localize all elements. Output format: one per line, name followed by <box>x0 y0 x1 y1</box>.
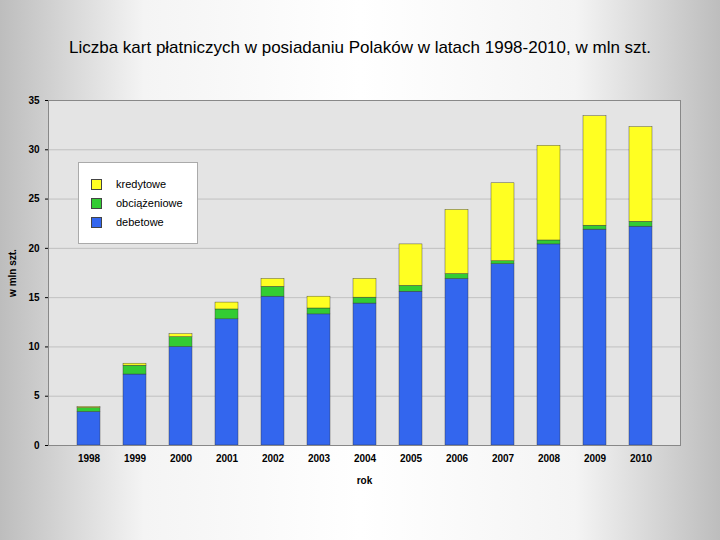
svg-text:30: 30 <box>28 144 40 155</box>
svg-text:2003: 2003 <box>308 453 331 464</box>
svg-text:2010: 2010 <box>630 453 653 464</box>
svg-text:35: 35 <box>28 95 40 106</box>
svg-text:2001: 2001 <box>216 453 239 464</box>
svg-text:25: 25 <box>28 193 40 204</box>
svg-text:10: 10 <box>28 341 40 352</box>
html-text:debetowe: debetowe <box>116 216 164 228</box>
svg-text:0: 0 <box>34 440 40 451</box>
svg-text:2009: 2009 <box>584 453 607 464</box>
svg-text:1999: 1999 <box>124 453 147 464</box>
svg-text:1998: 1998 <box>78 453 101 464</box>
svg-text:20: 20 <box>28 243 40 254</box>
svg-text:2004: 2004 <box>354 453 377 464</box>
svg-text:2000: 2000 <box>170 453 193 464</box>
svg-text:w mln szt.: w mln szt. <box>7 249 18 298</box>
svg-text:5: 5 <box>34 390 40 401</box>
html-text:obciążeniowe: obciążeniowe <box>116 197 183 209</box>
svg-text:15: 15 <box>28 292 40 303</box>
html-text:kredytowe: kredytowe <box>116 178 167 190</box>
svg-text:2005: 2005 <box>400 453 423 464</box>
svg-text:2008: 2008 <box>538 453 561 464</box>
svg-text:rok: rok <box>357 475 373 486</box>
svg-text:2006: 2006 <box>446 453 469 464</box>
svg-text:2002: 2002 <box>262 453 285 464</box>
html-text:Liczba kart płatniczych w posi: Liczba kart płatniczych w posiadaniu Pol… <box>69 38 651 57</box>
svg-text:2007: 2007 <box>492 453 515 464</box>
